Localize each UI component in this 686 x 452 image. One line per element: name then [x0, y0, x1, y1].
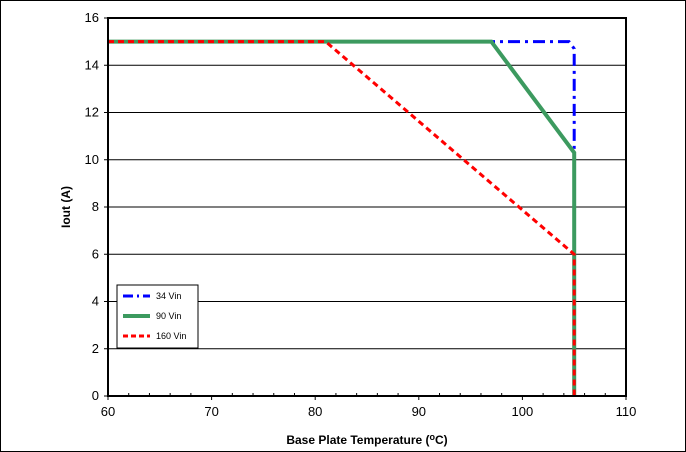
x-tick-label: 90 — [412, 404, 426, 419]
ticks — [104, 17, 627, 400]
x-tick-label: 60 — [101, 404, 115, 419]
legend: 34 Vin 90 Vin 160 Vin — [116, 284, 199, 349]
legend-label: 90 Vin — [156, 311, 181, 321]
y-tick-label: 4 — [92, 294, 99, 309]
x-tick-label: 110 — [616, 404, 637, 419]
y-tick-label: 10 — [85, 152, 99, 167]
y-tick-label: 14 — [85, 57, 99, 72]
series-lines — [108, 39, 577, 396]
y-tick-label: 12 — [85, 105, 99, 120]
legend-label: 160 Vin — [156, 331, 186, 341]
x-tick-label: 70 — [204, 404, 218, 419]
y-tick-label: 16 — [85, 10, 99, 25]
y-tick-label: 0 — [92, 388, 99, 403]
y-tick-label: 6 — [92, 246, 99, 261]
y-tick-label: 2 — [92, 341, 99, 356]
y-axis-title: Iout (A) — [59, 186, 73, 228]
x-tick-label: 80 — [308, 404, 322, 419]
x-tick-label: 100 — [512, 404, 534, 419]
tick-labels: 0 2 4 6 8 10 12 14 16 60 70 80 90 100 110 — [85, 10, 637, 419]
series-line-160-vin — [108, 40, 576, 396]
x-axis-title: Base Plate Temperature (oC) — [286, 432, 447, 447]
y-tick-label: 8 — [92, 199, 99, 214]
legend-label: 34 Vin — [156, 291, 181, 301]
